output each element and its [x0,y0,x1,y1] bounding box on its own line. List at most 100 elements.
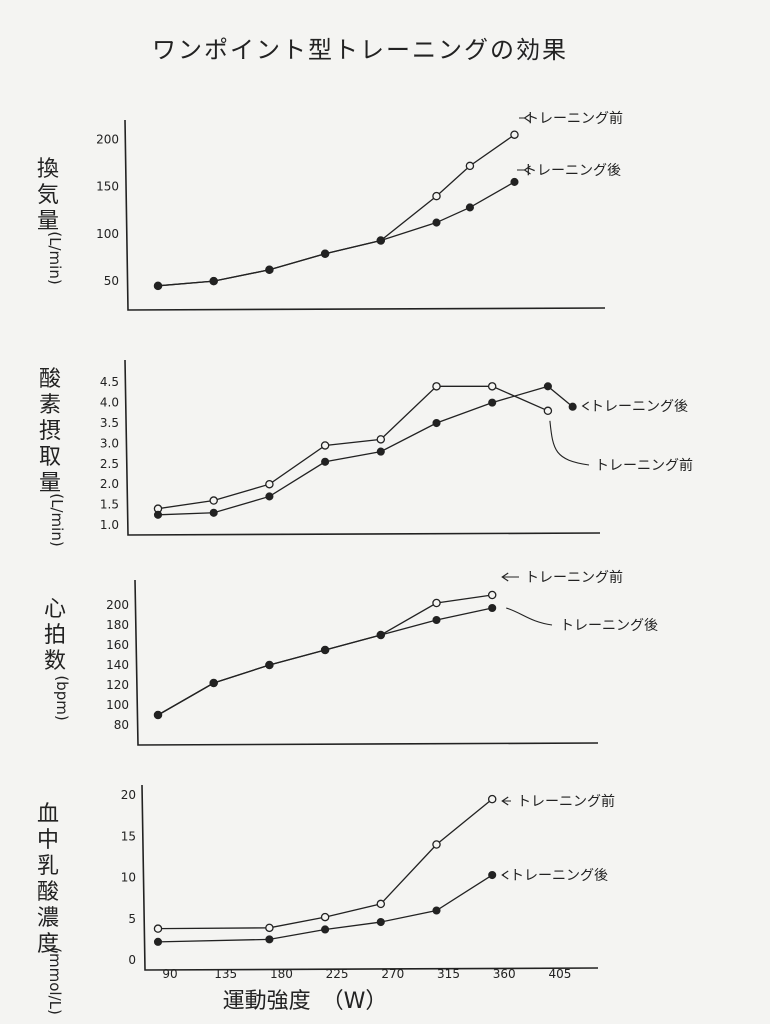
y-axis-label-char: 量 [37,209,59,234]
data-point-after [432,906,441,915]
data-point-after [321,457,330,466]
y-tick-label: 15 [121,829,136,843]
y-tick-label: 2.5 [100,457,119,471]
data-point-before [465,161,475,171]
data-point-after [432,418,441,428]
chart-panel-4: 血中乳酸濃度血中乳酸濃度(mmol/L)05101520901351802252… [37,784,615,1015]
data-point-after [488,870,497,880]
legend-arrow [519,113,531,123]
data-point-after [376,447,385,456]
y-tick-label: 1.5 [100,498,119,512]
y-axis-unit: (L/min) [48,493,66,546]
legend-arrow [549,420,590,466]
data-point-before [376,435,386,444]
legend-arrow [506,607,553,626]
data-point-before [432,598,441,608]
y-tick-label: 3.0 [100,436,119,450]
data-point-before [487,590,497,600]
data-point-before [376,899,386,909]
y-tick-label: 50 [104,274,119,288]
legend-arrow [517,165,531,175]
data-point-after [376,917,385,927]
data-point-after [265,660,274,670]
y-tick-label: 0 [128,953,136,967]
chart-panels: 換気量換気量(L/min)50100150200トレーニング前トレーニング後酸素… [37,110,693,1015]
legend-label-after: トレーニング後 [560,618,658,634]
y-axis-label-char: 拍 [44,623,66,648]
y-axis-label-char: 量 [39,471,61,496]
chart-panel-2: 酸素摂取量酸素摂取量(L/min)1.01.52.02.53.03.54.04.… [39,359,693,547]
y-axis-label-char: 中 [37,828,59,853]
y-tick-label: 1.0 [100,518,119,532]
y-axis-label-char: 酸 [37,880,59,905]
x-tick-label: 360 [493,967,516,981]
y-tick-label: 100 [106,698,129,712]
axis-lines [124,119,606,311]
data-point-before [320,441,330,450]
legend-arrow [501,796,511,806]
data-point-before [320,912,330,922]
chart-title: ワンポイント型トレーニングの効果 [152,36,568,64]
y-tick-label: 160 [106,638,129,652]
data-point-before [432,840,441,849]
data-point-before [432,191,441,201]
y-axis-label-char: 素 [39,393,61,418]
y-tick-label: 140 [106,658,129,672]
data-point-after [510,177,519,186]
legend-label-before: トレーニング前 [595,457,693,474]
data-point-after [543,382,552,391]
data-point-before [543,406,553,416]
data-point-before [265,923,274,933]
data-point-after [153,937,163,946]
y-tick-label: 200 [106,598,129,612]
x-tick-label: 180 [270,967,293,981]
data-point-before [487,382,497,391]
data-point-before [209,496,218,505]
y-axis-label-char: 酸 [39,367,61,392]
data-point-after [465,203,474,212]
y-axis-label-char: 数 [44,649,66,674]
data-point-before [153,924,163,933]
x-tick-label: 135 [214,967,237,981]
legend-label-after: トレーニング後 [590,399,688,415]
data-point-after [153,281,163,290]
data-point-after [265,492,274,501]
data-point-after [209,277,218,286]
data-point-after [321,925,330,934]
legend-label-after: トレーニング後 [510,868,608,884]
series-line-before [157,385,549,510]
data-point-after [265,265,274,274]
series-line-before [157,798,493,930]
data-point-before [510,130,519,139]
y-tick-label: 2.0 [100,477,119,491]
legend-arrow [501,572,519,582]
data-point-after [568,402,577,411]
y-tick-label: 80 [114,718,129,732]
series-line-after [157,181,515,287]
series-line-after [157,385,574,516]
y-tick-label: 200 [96,132,119,146]
legend-arrow [581,401,589,411]
data-point-before [265,479,274,489]
data-point-after [209,508,218,517]
data-point-after [265,935,274,944]
x-tick-label: 225 [326,967,349,981]
y-axis-label-char: 度 [37,932,59,957]
legend-label-before: トレーニング前 [525,569,623,586]
x-tick-label: 270 [381,967,404,981]
data-point-after [488,398,497,407]
y-axis-label-char: 気 [37,183,59,208]
data-point-after [153,510,163,519]
y-axis-label-char: 取 [39,445,61,470]
data-point-after [321,645,330,655]
series-line-after [157,607,493,716]
data-point-after [376,630,385,640]
y-tick-label: 5 [128,912,136,926]
data-point-before [432,382,441,391]
y-axis-unit: (bpm) [53,675,71,720]
y-tick-label: 20 [121,788,136,802]
series-line-before [157,134,515,287]
y-axis-unit: (L/min) [46,231,64,284]
